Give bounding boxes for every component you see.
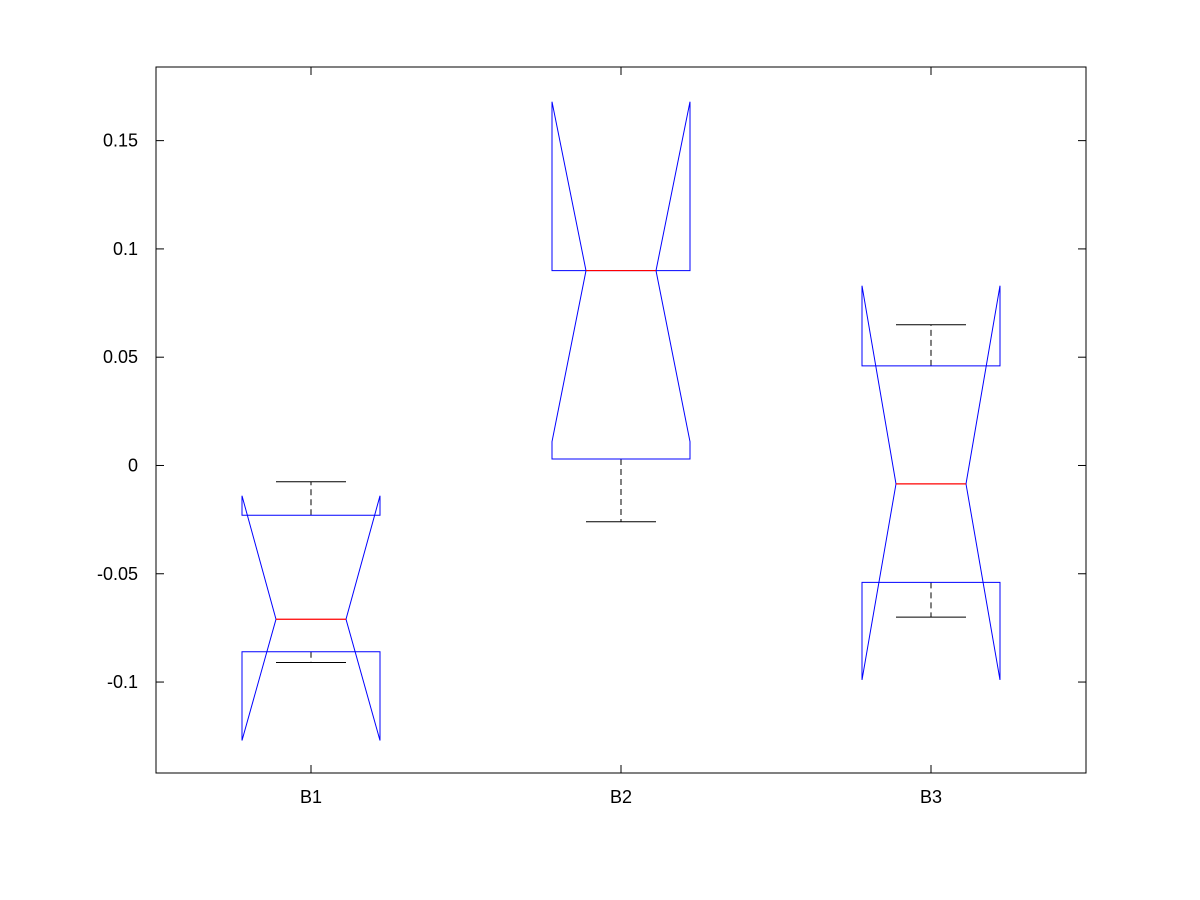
boxes-layer [241, 101, 1001, 741]
notched-box [861, 285, 1001, 680]
x-tick-label-b2: B2 [610, 787, 632, 807]
y-tick-label: 0.15 [103, 131, 138, 151]
box-b1 [241, 481, 381, 741]
y-tick-label: 0.1 [113, 239, 138, 259]
x-tick-label-b3: B3 [920, 787, 942, 807]
y-tick-label: 0 [128, 455, 138, 475]
x-tick-label-b1: B1 [300, 787, 322, 807]
y-tick-label: -0.05 [97, 564, 138, 584]
y-tick-label: 0.05 [103, 347, 138, 367]
box-b2 [551, 101, 691, 523]
notched-box [551, 101, 691, 460]
notched-box [241, 495, 381, 741]
axes-frame [155, 66, 1087, 774]
box-b3 [861, 285, 1001, 680]
ticks-layer: B1 B2 B3 -0.1 -0.05 0 0.05 0.1 0.15 [97, 67, 1086, 807]
plot-background [156, 67, 1086, 773]
y-tick-label: -0.1 [107, 672, 138, 692]
